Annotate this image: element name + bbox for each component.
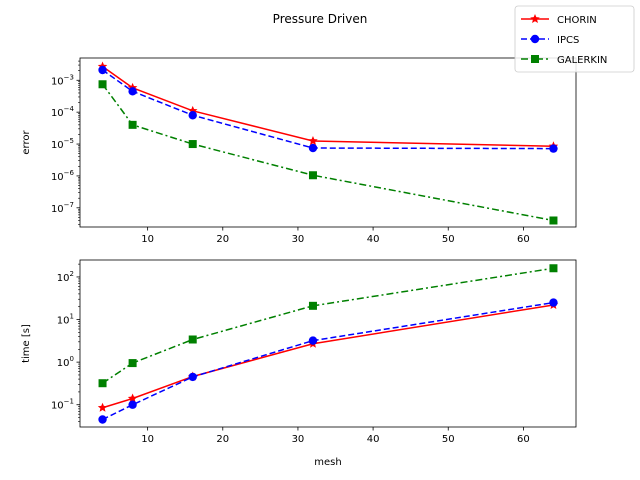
error-point-galerkin: [188, 140, 197, 149]
error-xtick-label: 10: [141, 234, 154, 245]
legend-marker-ipcs: [530, 34, 540, 44]
error-xtick-label: 50: [442, 234, 455, 245]
error-series-chorin: [97, 61, 559, 151]
error-series-ipcs: [98, 65, 558, 153]
error-ytick-label: 10−7: [51, 201, 74, 215]
time-line-ipcs: [102, 301, 554, 421]
time-xtick-label: 30: [292, 434, 305, 445]
time-xtick-label: 40: [367, 434, 380, 445]
time-axes-frame: [79, 259, 577, 428]
time-series-ipcs: [98, 298, 558, 424]
time-point-chorin: [127, 393, 138, 403]
time-point-galerkin: [308, 301, 317, 310]
time-series-chorin: [97, 299, 559, 412]
error-xtick-label: 20: [216, 234, 229, 245]
time-ytick-label: 100: [57, 355, 74, 369]
time-ytick-label: 102: [57, 270, 74, 284]
error-point-ipcs: [308, 143, 318, 153]
error-point-chorin: [308, 135, 318, 145]
error-ytick-label: 10−5: [51, 137, 74, 151]
time-ytick-label: 101: [57, 313, 74, 327]
time-point-ipcs: [128, 400, 137, 409]
error-xtick-label: 30: [292, 234, 305, 245]
time-series-galerkin: [98, 264, 558, 388]
time-ytick-label: 10−1: [51, 398, 74, 412]
time-point-galerkin: [128, 359, 137, 368]
chart-title: Pressure Driven: [273, 12, 368, 26]
error-ytick-label: 10−4: [51, 105, 75, 119]
error-line-galerkin: [101, 83, 554, 222]
time-xtick-label: 50: [442, 434, 455, 445]
time-xtick-label: 20: [216, 434, 229, 445]
error-point-galerkin: [549, 216, 558, 225]
error-xtick-label: 60: [517, 234, 530, 245]
time-line-galerkin: [102, 267, 554, 384]
error-ylabel: error: [21, 130, 32, 155]
error-point-ipcs: [549, 144, 558, 153]
error-point-ipcs: [128, 87, 137, 96]
error-series-galerkin: [98, 80, 558, 225]
time-point-chorin: [97, 402, 108, 412]
legend-label-ipcs: IPCS: [557, 35, 579, 46]
legend-marker-chorin: [530, 14, 540, 24]
time-point-galerkin: [188, 335, 197, 344]
error-point-ipcs: [98, 65, 107, 75]
legend-label-galerkin: GALERKIN: [557, 55, 607, 66]
time-xtick-label: 60: [517, 434, 530, 445]
error-point-galerkin: [98, 80, 107, 89]
time-point-ipcs: [308, 336, 318, 345]
error-subplot: 10−7 10−6 10−5 10−4 10−3 10 20 30 40 50 60 error: [21, 57, 577, 245]
time-point-galerkin: [549, 264, 558, 273]
time-line-chorin: [102, 304, 554, 409]
time-subplot: 10−1 100 101 102 10 20 30 40 50 60 time [s] mesh: [21, 259, 577, 468]
time-xlabel: mesh: [314, 457, 341, 468]
error-point-ipcs: [188, 111, 197, 120]
error-xtick-label: 40: [367, 234, 380, 245]
legend-label-chorin: CHORIN: [557, 15, 597, 26]
legend: CHORIN IPCS GALERKIN: [514, 5, 635, 73]
time-point-galerkin: [98, 379, 107, 388]
error-line-ipcs: [102, 69, 554, 150]
time-xtick-label: 10: [141, 434, 154, 445]
error-ytick-label: 10−3: [51, 73, 74, 87]
error-point-galerkin: [308, 171, 317, 180]
time-point-ipcs: [549, 298, 558, 307]
time-point-ipcs: [188, 372, 197, 382]
legend-marker-galerkin: [531, 55, 539, 63]
legend-box: [514, 5, 635, 73]
error-axes-frame: [79, 57, 577, 228]
time-ylabel: time [s]: [21, 324, 32, 363]
error-ytick-label: 10−6: [51, 169, 75, 183]
time-point-ipcs: [98, 415, 107, 424]
error-point-galerkin: [128, 120, 137, 129]
